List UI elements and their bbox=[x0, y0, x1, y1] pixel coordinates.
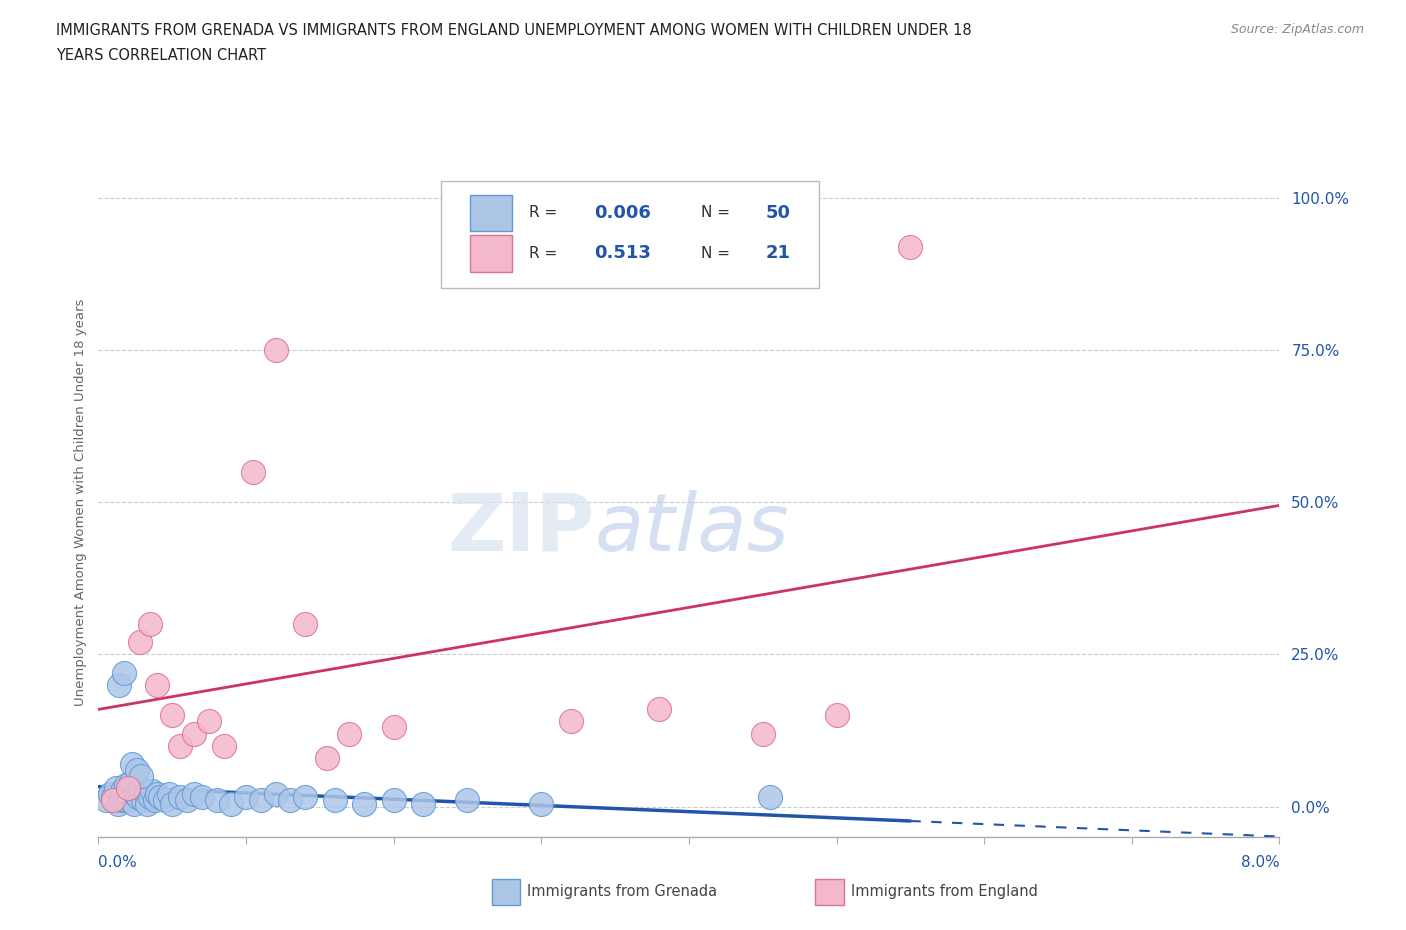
Point bbox=[122, 796, 145, 811]
Point bbox=[242, 464, 264, 479]
Text: N =: N = bbox=[700, 206, 734, 220]
Point bbox=[337, 726, 360, 741]
Point bbox=[128, 635, 150, 650]
Point bbox=[129, 769, 152, 784]
Text: YEARS CORRELATION CHART: YEARS CORRELATION CHART bbox=[56, 48, 266, 63]
Point bbox=[153, 793, 176, 808]
Point bbox=[139, 790, 162, 804]
Point bbox=[98, 787, 121, 802]
Point bbox=[183, 726, 205, 741]
Point bbox=[264, 787, 287, 802]
Point bbox=[759, 790, 782, 804]
Point bbox=[132, 793, 155, 808]
Point bbox=[103, 790, 125, 804]
Point bbox=[323, 793, 346, 808]
Point bbox=[128, 781, 150, 796]
Text: R =: R = bbox=[530, 206, 562, 220]
Point bbox=[124, 787, 146, 802]
Point bbox=[751, 726, 773, 741]
Point bbox=[212, 738, 235, 753]
Point bbox=[103, 793, 125, 808]
Text: 0.513: 0.513 bbox=[595, 244, 651, 262]
Point bbox=[114, 793, 136, 808]
Point bbox=[412, 796, 434, 811]
Text: 0.0%: 0.0% bbox=[98, 856, 138, 870]
Point bbox=[112, 665, 135, 680]
Point bbox=[108, 677, 131, 692]
FancyBboxPatch shape bbox=[471, 234, 512, 272]
Point bbox=[353, 796, 375, 811]
Point bbox=[162, 708, 183, 723]
Point bbox=[169, 790, 191, 804]
Point bbox=[149, 790, 172, 804]
Text: Immigrants from England: Immigrants from England bbox=[851, 884, 1038, 899]
Text: 50: 50 bbox=[766, 204, 790, 222]
Point bbox=[294, 617, 316, 631]
Y-axis label: Unemployment Among Women with Children Under 18 years: Unemployment Among Women with Children U… bbox=[75, 299, 87, 706]
Text: IMMIGRANTS FROM GRENADA VS IMMIGRANTS FROM ENGLAND UNEMPLOYMENT AMONG WOMEN WITH: IMMIGRANTS FROM GRENADA VS IMMIGRANTS FR… bbox=[56, 23, 972, 38]
Point bbox=[146, 677, 169, 692]
Text: atlas: atlas bbox=[595, 490, 789, 568]
Text: 0.006: 0.006 bbox=[595, 204, 651, 222]
Point bbox=[120, 775, 142, 790]
Point bbox=[382, 720, 405, 735]
Point bbox=[382, 793, 405, 808]
Point bbox=[264, 342, 287, 357]
Point bbox=[157, 787, 180, 802]
Text: ZIP: ZIP bbox=[447, 490, 595, 568]
FancyBboxPatch shape bbox=[471, 194, 512, 232]
Point bbox=[235, 790, 257, 804]
Point bbox=[898, 239, 921, 254]
Point bbox=[190, 790, 214, 804]
Point bbox=[118, 793, 141, 808]
Point bbox=[198, 714, 221, 729]
Point bbox=[219, 796, 242, 811]
Point bbox=[530, 796, 553, 811]
Point bbox=[205, 793, 228, 808]
Point bbox=[162, 796, 183, 811]
Point bbox=[456, 793, 478, 808]
Text: Source: ZipAtlas.com: Source: ZipAtlas.com bbox=[1230, 23, 1364, 36]
Point bbox=[117, 787, 139, 802]
Point bbox=[139, 617, 162, 631]
Text: Immigrants from Grenada: Immigrants from Grenada bbox=[527, 884, 717, 899]
Point bbox=[169, 738, 191, 753]
Point bbox=[143, 793, 166, 808]
Point bbox=[117, 781, 139, 796]
Text: 21: 21 bbox=[766, 244, 790, 262]
Point bbox=[183, 787, 205, 802]
Point bbox=[110, 793, 132, 808]
Point bbox=[141, 784, 163, 799]
Point bbox=[146, 787, 169, 802]
Point bbox=[105, 781, 128, 796]
Point bbox=[125, 763, 148, 777]
Point bbox=[94, 793, 117, 808]
Point bbox=[560, 714, 582, 729]
Point bbox=[111, 784, 134, 799]
Point bbox=[825, 708, 848, 723]
Text: R =: R = bbox=[530, 246, 568, 260]
Point bbox=[294, 790, 316, 804]
Point bbox=[121, 756, 143, 771]
Point bbox=[115, 777, 138, 792]
Point bbox=[127, 790, 149, 804]
Text: 8.0%: 8.0% bbox=[1240, 856, 1279, 870]
Point bbox=[278, 793, 301, 808]
Text: N =: N = bbox=[700, 246, 740, 260]
Point bbox=[316, 751, 339, 765]
Point bbox=[136, 796, 159, 811]
Point bbox=[176, 793, 198, 808]
Point bbox=[648, 702, 671, 717]
Point bbox=[107, 796, 129, 811]
Point bbox=[250, 793, 273, 808]
FancyBboxPatch shape bbox=[441, 180, 818, 288]
Point bbox=[135, 787, 157, 802]
